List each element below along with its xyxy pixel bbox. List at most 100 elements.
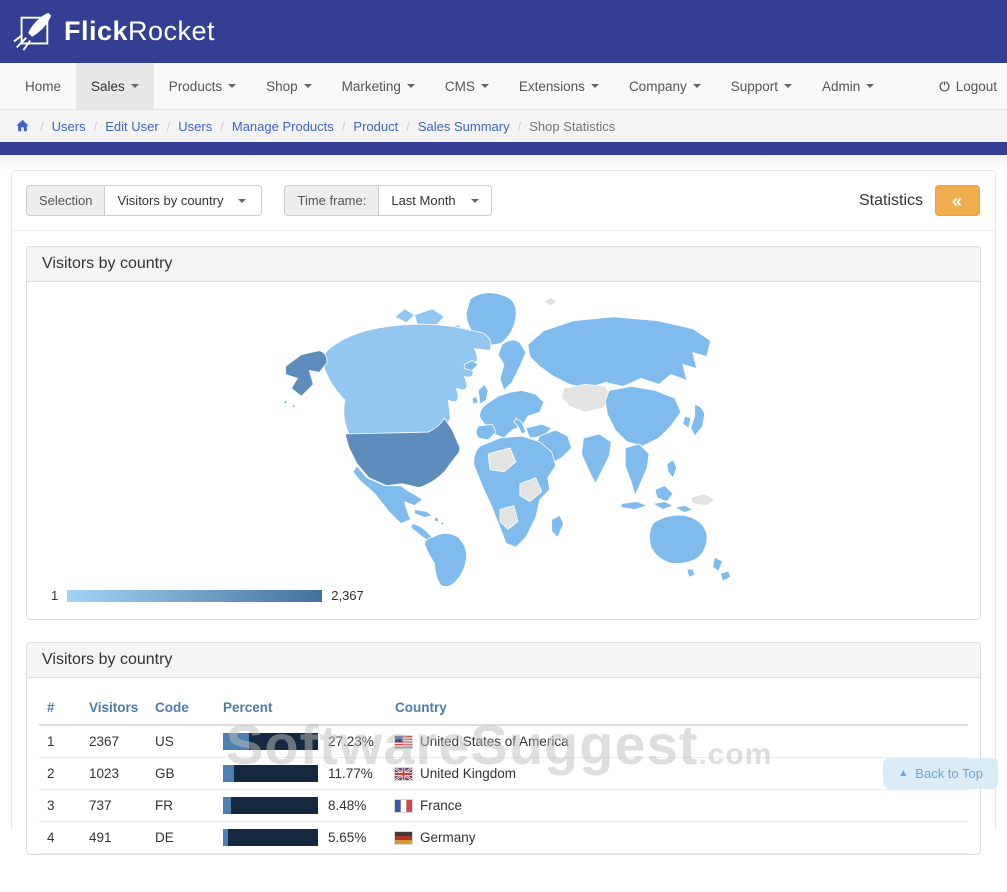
breadcrumb-separator: / <box>93 118 98 134</box>
chevron-down-icon <box>590 84 599 88</box>
nav-item-label: Shop <box>266 78 298 94</box>
table-panel-body: # Visitors Code Percent Country 1 2367 US 27.23… <box>27 678 980 854</box>
rank-cell: 3 <box>39 789 81 822</box>
percent-bar-fill <box>223 829 229 846</box>
statistics-toolbar: Selection Visitors by country Time frame… <box>12 171 995 231</box>
nav-item-admin[interactable]: Admin <box>807 63 889 109</box>
nav-item-label: Marketing <box>341 78 401 94</box>
breadcrumb-separator: / <box>220 118 224 134</box>
home-icon[interactable] <box>15 119 30 133</box>
breadcrumb-link[interactable]: Edit User <box>105 118 159 134</box>
country-name: United States of America <box>420 734 569 749</box>
nav-item-label: Company <box>628 78 687 94</box>
column-header: Code <box>147 688 215 726</box>
breadcrumb-link[interactable]: Sales Summary <box>417 118 510 134</box>
table-panel-title: Visitors by country <box>27 643 980 678</box>
percent-cell: 5.65% <box>215 821 387 854</box>
percent-bar-fill <box>223 765 235 782</box>
content-area: Visitors by country <box>12 231 995 892</box>
percent-cell: 11.77% <box>215 757 387 790</box>
percent-value: 27.23% <box>328 734 374 749</box>
breadcrumb-link[interactable]: Users <box>51 118 86 134</box>
logout-button[interactable]: Logout <box>938 63 997 109</box>
visitors-cell: 491 <box>81 821 147 854</box>
percent-bar <box>223 765 318 782</box>
divider-strip <box>0 142 1007 155</box>
nav-item-products[interactable]: Products <box>154 63 251 109</box>
collapse-statistics-button[interactable]: « <box>935 185 980 216</box>
nav-item-cms[interactable]: CMS <box>430 63 504 109</box>
breadcrumb-separator: / <box>40 118 44 134</box>
country-cell: Germany <box>387 821 968 854</box>
nav-item-company[interactable]: Company <box>614 63 716 109</box>
country-cell: France <box>387 789 968 822</box>
map-panel-body: 1 2,367 <box>27 287 980 619</box>
chevron-down-icon <box>303 84 312 88</box>
percent-bar <box>223 829 318 846</box>
breadcrumb-separator: / <box>341 118 346 134</box>
selection-value: Visitors by country <box>117 193 224 208</box>
timeframe-dropdown[interactable]: Last Month <box>378 185 492 216</box>
percent-value: 5.65% <box>328 830 367 845</box>
breadcrumb-link[interactable]: Manage Products <box>231 118 334 134</box>
legend-min: 1 <box>51 588 59 603</box>
flag-fr-icon <box>395 799 412 812</box>
table-row: 2 1023 GB 11.77% United Kingdom <box>39 757 968 790</box>
country-name: France <box>420 798 463 813</box>
nav-item-label: Sales <box>91 78 125 94</box>
chevron-down-icon <box>406 84 415 88</box>
rank-cell: 1 <box>39 725 81 758</box>
chevron-down-icon <box>238 198 247 203</box>
nav-item-label: Extensions <box>518 78 585 94</box>
world-map[interactable] <box>264 287 744 590</box>
chevron-down-icon <box>692 84 701 88</box>
logout-label: Logout <box>955 78 997 94</box>
background-gap <box>0 155 1007 170</box>
breadcrumb-separator: / <box>166 118 171 134</box>
chevron-down-icon <box>480 84 489 88</box>
map-panel: Visitors by country <box>26 246 981 620</box>
nav-item-shop[interactable]: Shop <box>251 63 327 109</box>
nav-item-sales[interactable]: Sales <box>76 63 154 109</box>
flag-us-icon <box>395 735 412 748</box>
selection-dropdown[interactable]: Visitors by country <box>104 185 263 216</box>
country-cell: United Kingdom <box>387 757 968 790</box>
table-row: 1 2367 US 27.23% United States of America <box>39 725 968 758</box>
nav-item-extensions[interactable]: Extensions <box>504 63 614 109</box>
brand-title: FlickRocket <box>64 16 216 46</box>
visitors-table: # Visitors Code Percent Country 1 2367 US 27.23… <box>39 688 968 854</box>
breadcrumb-link[interactable]: Product <box>353 118 399 134</box>
power-icon <box>938 79 951 93</box>
breadcrumb-link[interactable]: Users <box>178 118 213 134</box>
breadcrumb-separator: / <box>517 118 522 134</box>
nav-item-label: Support <box>730 78 779 94</box>
nav-item-label: CMS <box>444 78 475 94</box>
map-legend: 1 2,367 <box>51 588 364 603</box>
legend-max: 2,367 <box>331 588 364 603</box>
percent-bar-fill <box>223 797 232 814</box>
visitors-cell: 1023 <box>81 757 147 790</box>
breadcrumb: / Users / Edit User / Users / Manage Products /… <box>0 110 1007 142</box>
nav-item-label: Products <box>168 78 223 94</box>
breadcrumb-current: Shop Statistics <box>529 118 616 134</box>
legend-gradient-bar <box>67 589 323 602</box>
map-panel-title: Visitors by country <box>27 247 980 282</box>
percent-bar <box>223 733 318 750</box>
flag-de-icon <box>395 831 412 844</box>
country-cell: United States of America <box>387 725 968 758</box>
nav-item-home[interactable]: Home <box>10 63 76 109</box>
nav-item-support[interactable]: Support <box>716 63 807 109</box>
timeframe-group: Time frame: Last Month <box>284 185 492 216</box>
chevron-down-icon <box>470 198 479 203</box>
code-cell: US <box>147 725 215 758</box>
nav-item-label: Admin <box>822 78 861 94</box>
column-header: # <box>39 688 81 726</box>
statistics-label: Statistics <box>858 191 923 209</box>
percent-cell: 27.23% <box>215 725 387 758</box>
timeframe-label: Time frame: <box>284 185 379 216</box>
chevron-down-icon <box>866 84 875 88</box>
nav-item-marketing[interactable]: Marketing <box>327 63 430 109</box>
arrow-up-icon: ▲ <box>898 768 909 779</box>
selection-label: Selection <box>26 185 105 216</box>
back-to-top-button[interactable]: ▲ Back to Top <box>883 758 998 789</box>
